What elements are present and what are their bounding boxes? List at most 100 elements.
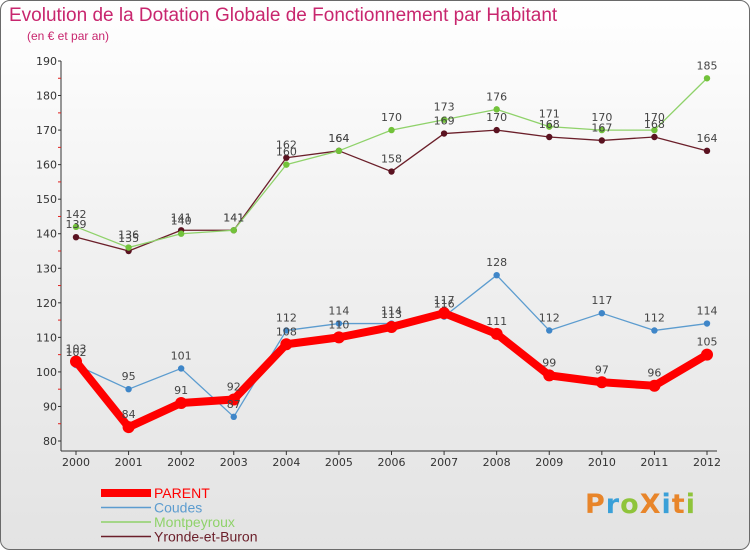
data-label: 101 [171,349,192,362]
data-label: 170 [381,111,402,124]
data-label: 87 [227,398,241,411]
data-label: 141 [171,211,192,224]
data-point [70,355,82,368]
data-label: 164 [697,132,718,145]
x-tick-label: 2011 [640,456,668,469]
y-tick-label: 130 [36,262,57,275]
data-label: 112 [644,311,665,324]
data-label: 114 [328,305,349,318]
logo-letter: t [671,489,686,520]
data-label: 117 [591,294,612,307]
data-point [703,75,711,82]
data-point [335,147,343,155]
data-label: 105 [697,336,718,349]
data-label: 167 [591,121,612,134]
data-point [703,147,711,155]
data-label: 162 [276,139,297,152]
series-line [75,129,708,252]
data-label: 140 [171,215,192,228]
data-point [125,385,132,393]
x-tick-label: 2000 [62,456,90,469]
series-line [75,274,708,418]
data-point [440,130,448,137]
logo-letter: i [685,489,696,520]
data-point [651,133,658,141]
data-point [648,379,661,392]
data-point [385,321,398,333]
data-label: 136 [118,229,139,242]
x-tick-label: 2008 [483,456,511,469]
data-label: 112 [539,311,560,324]
data-point [177,230,185,237]
data-label: 170 [486,111,507,124]
data-label: 160 [276,146,297,159]
logo-letter: i [661,489,672,520]
data-point [546,133,553,141]
data-label: 171 [539,108,560,121]
x-tick-label: 2012 [693,456,721,469]
y-tick-label: 140 [36,228,57,241]
series-parent [70,307,713,434]
y-tick-label: 180 [36,90,57,103]
data-point [230,227,237,234]
data-point [388,126,395,134]
data-point [651,327,658,334]
data-label: 164 [328,132,349,145]
data-label: 114 [381,305,402,318]
y-tick-label: 170 [36,124,57,137]
logo-letter: r [605,489,621,520]
legend-label: Yronde-et-Buron [154,529,258,545]
y-tick-label: 160 [36,159,57,172]
y-tick-label: 100 [36,366,57,379]
data-point [125,244,132,251]
data-point [283,154,290,161]
data-label: 108 [276,325,297,338]
x-tick-label: 2006 [378,456,406,469]
series-yronde-et-buron [72,126,711,255]
data-point [546,327,553,334]
data-point [335,320,343,327]
x-tick-label: 2003 [220,456,248,469]
data-label: 116 [434,298,455,311]
data-point [598,126,606,134]
data-label: 114 [697,305,718,318]
data-label: 141 [223,211,244,224]
y-tick-label: 80 [43,435,57,448]
data-label: 103 [66,343,87,356]
data-point [703,320,711,327]
data-label: 110 [328,318,349,331]
series-montpeyroux [72,75,711,251]
x-tick-label: 2002 [167,456,195,469]
data-label: 95 [122,370,136,383]
data-label: 141 [223,211,244,224]
data-point [598,137,606,144]
data-point [493,271,500,279]
data-label: 91 [174,384,188,397]
data-label: 142 [66,208,87,221]
data-point [280,338,293,351]
data-point [122,421,135,434]
data-point [543,369,556,382]
data-point [546,123,553,130]
x-tick-label: 2001 [115,456,143,469]
x-tick-label: 2004 [272,456,300,469]
data-point [701,348,713,361]
chart-title: Evolution de la Dotation Globale de Fonc… [9,5,558,26]
data-label: 97 [595,363,609,376]
data-label: 102 [66,346,87,359]
data-label: 173 [434,101,455,114]
data-point [72,223,80,231]
data-label: 111 [486,315,507,328]
data-label: 185 [697,59,718,72]
data-label: 99 [542,356,556,369]
data-point [177,365,185,372]
data-point [438,307,451,320]
axes: 80 90 100 110 120 130 140 150 160 170 180 190 2000 20… [36,55,721,469]
data-label: 84 [122,408,136,421]
x-tick-label: 2007 [430,456,458,469]
series-layer [70,75,713,434]
data-label: 169 [434,115,455,128]
logo-letter: P [585,489,606,520]
